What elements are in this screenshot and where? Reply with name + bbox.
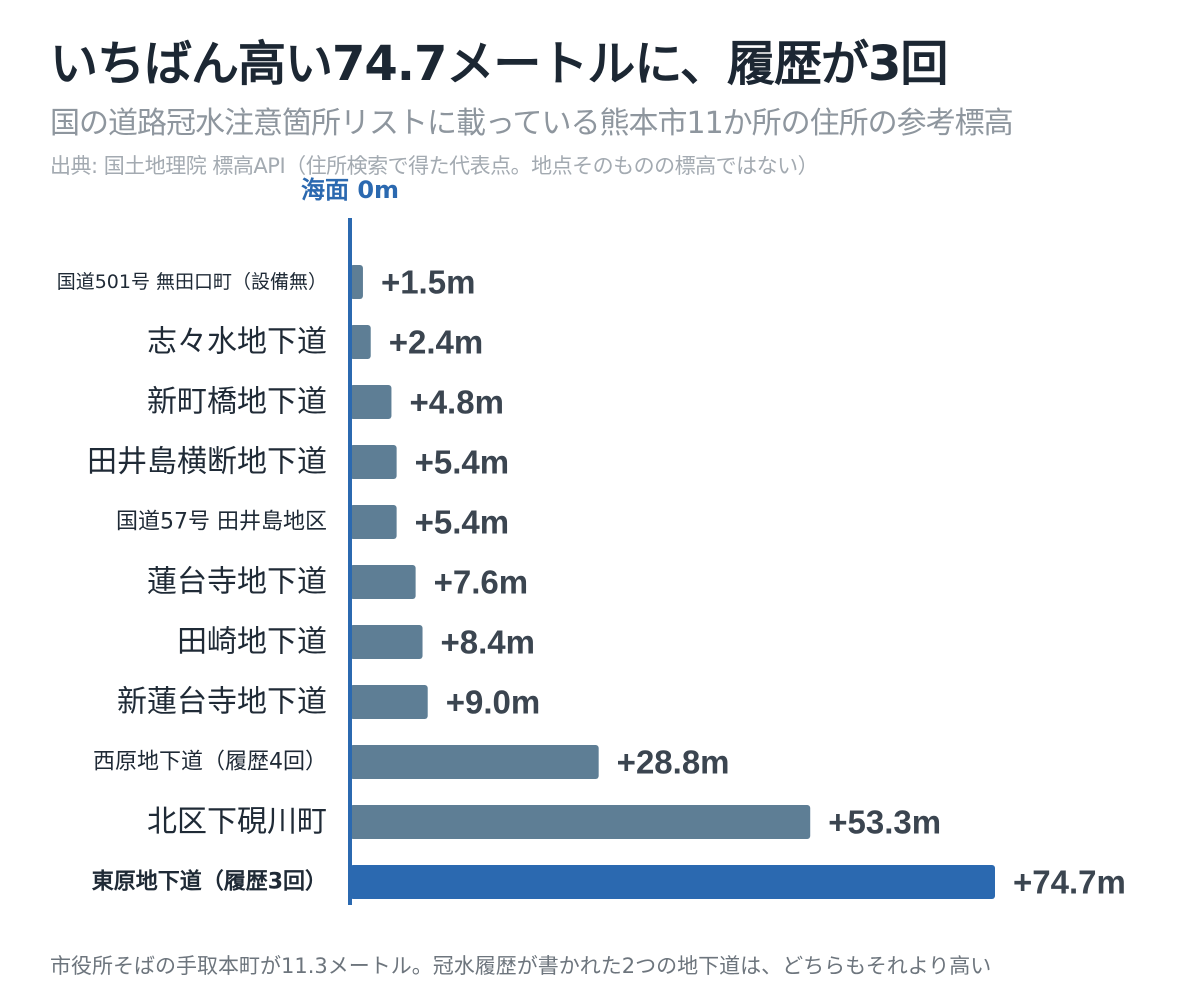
- value-label: +53.3m: [828, 804, 941, 841]
- bar: [350, 685, 428, 719]
- value-label: +5.4m: [415, 444, 510, 481]
- bar: [350, 505, 397, 539]
- bar: [350, 745, 599, 779]
- category-label: 北区下硯川町: [147, 805, 327, 840]
- bar: [350, 865, 995, 899]
- bar: [350, 625, 423, 659]
- bar: [350, 325, 371, 359]
- value-label: +8.4m: [441, 624, 536, 661]
- category-label: 東原地下道（履歴3回）: [92, 869, 327, 895]
- category-label: 国道57号 田井島地区: [116, 510, 327, 535]
- category-label: 西原地下道（履歴4回）: [93, 750, 327, 775]
- value-label: +9.0m: [446, 684, 540, 721]
- bar: [350, 445, 397, 479]
- bar: [350, 805, 811, 839]
- bar: [350, 385, 392, 419]
- chart-subtitle: 国の道路冠水注意箇所リストに載っている熊本市11か所の住所の参考標高: [50, 106, 1014, 141]
- chart-source: 出典: 国土地理院 標高API（住所検索で得た代表点。地点そのものの標高ではない…: [50, 154, 819, 178]
- bar: [350, 565, 416, 599]
- value-label: +74.7m: [1013, 864, 1126, 901]
- zero-axis-label: 海面 0m: [301, 176, 399, 204]
- category-label: 国道501号 無田口町（設備無）: [57, 271, 327, 293]
- chart-footnote: 市役所そばの手取本町が11.3メートル。冠水履歴が書かれた2つの地下道は、どちら…: [50, 954, 992, 978]
- category-label: 蓮台寺地下道: [147, 565, 327, 600]
- value-label: +7.6m: [434, 564, 529, 601]
- value-label: +1.5m: [381, 264, 476, 301]
- bar: [350, 265, 363, 299]
- category-label: 新蓮台寺地下道: [117, 685, 327, 720]
- value-label: +5.4m: [415, 504, 510, 541]
- chart-title: いちばん高い74.7メートルに、履歴が3回: [50, 36, 948, 92]
- category-label: 田崎地下道: [177, 625, 327, 660]
- category-label: 田井島横断地下道: [87, 445, 327, 480]
- category-label: 新町橋地下道: [147, 385, 327, 420]
- value-label: +2.4m: [389, 324, 484, 361]
- category-label: 志々水地下道: [147, 325, 327, 360]
- value-label: +28.8m: [617, 744, 730, 781]
- value-label: +4.8m: [409, 384, 504, 421]
